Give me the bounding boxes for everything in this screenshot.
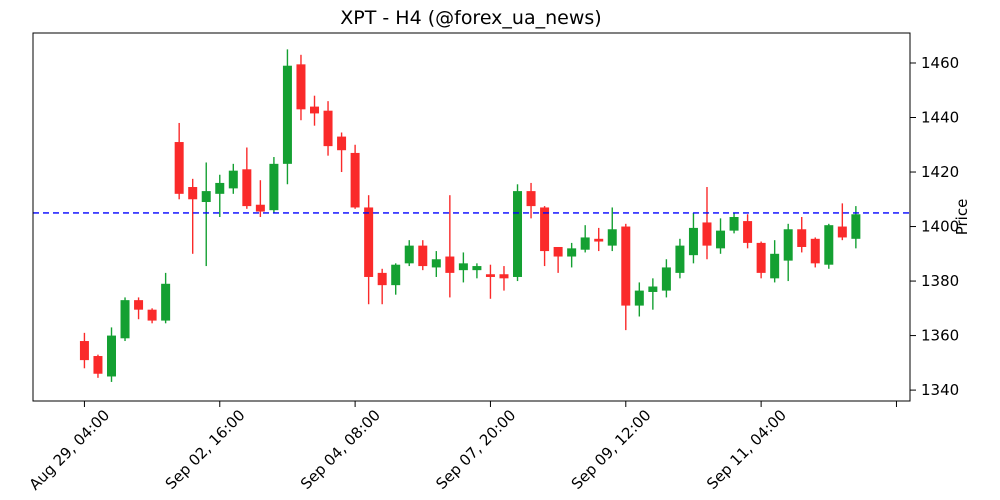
candle-body-down (418, 245, 428, 267)
candle-body-up (783, 229, 793, 261)
y-tick-label: 1340 (921, 381, 959, 399)
candle-body-up (201, 191, 211, 203)
candle-body-down (147, 309, 157, 321)
candles-group (79, 49, 861, 382)
plot-border (32, 32, 911, 402)
candle-body-up (688, 227, 698, 256)
candle-body-up (228, 170, 238, 189)
candle-body-down (188, 187, 198, 200)
y-tick-label: 1380 (921, 272, 959, 290)
candle-body-down (242, 169, 252, 207)
candle-body-up (513, 191, 523, 277)
candle-body-down (255, 204, 265, 212)
candle-body-down (485, 274, 495, 277)
candle-body-down (553, 246, 563, 257)
candle-body-up (607, 229, 617, 246)
y-tick-label: 1400 (921, 218, 959, 236)
candle-body-up (567, 248, 577, 257)
candle-body-up (120, 300, 130, 339)
candle-body-down (350, 152, 360, 208)
candle-body-down (445, 256, 455, 273)
candle-body-up (634, 290, 644, 306)
candle-body-up (716, 230, 726, 249)
candle-body-up (770, 253, 780, 279)
x-tick-label: Sep 11, 04:00 (703, 406, 790, 493)
candle-body-up (106, 335, 116, 377)
candle-body-down (337, 136, 347, 151)
y-tick-label: 1440 (921, 109, 959, 127)
candle-body-up (215, 182, 225, 194)
candle-body-down (174, 142, 184, 194)
candle-body-up (851, 214, 861, 239)
x-tick-label: Aug 29, 04:00 (26, 406, 114, 494)
candle-body-up (580, 237, 590, 250)
candle-body-down (499, 274, 509, 279)
candle-body-up (404, 245, 414, 264)
candle-body-up (648, 286, 658, 292)
candle-body-down (810, 238, 820, 264)
candle-body-down (323, 110, 333, 147)
candle-body-down (134, 300, 144, 310)
candle-body-down (756, 242, 766, 273)
candle-body-down (526, 191, 536, 207)
candle-body-up (431, 259, 441, 268)
candle-body-down (79, 341, 89, 361)
candle-body-up (675, 245, 685, 273)
candle-body-up (391, 264, 401, 286)
candle-body-up (729, 217, 739, 231)
candle-body-down (296, 64, 306, 110)
candle-body-down (743, 221, 753, 243)
candle-body-up (269, 163, 279, 211)
candle-body-up (472, 266, 482, 271)
y-tick-label: 1360 (921, 327, 959, 345)
candle-body-down (837, 226, 847, 238)
candle-body-down (797, 229, 807, 247)
candle-body-down (594, 238, 604, 242)
x-tick-label: Sep 02, 16:00 (162, 406, 249, 493)
candle-body-up (282, 65, 292, 164)
y-tick-label: 1420 (921, 163, 959, 181)
candle-body-down (377, 272, 387, 286)
candle-body-up (458, 263, 468, 271)
candle-body-up (161, 283, 171, 321)
y-tick-label: 1460 (921, 54, 959, 72)
candle-body-up (661, 267, 671, 291)
candle-body-down (93, 356, 103, 374)
candle-body-up (824, 225, 834, 265)
chart-title: XPT - H4 (@forex_ua_news) (340, 7, 601, 29)
candle-body-down (310, 106, 320, 114)
candle-body-down (702, 222, 712, 246)
x-tick-label: Sep 07, 20:00 (432, 406, 519, 493)
y-axis-label: Price (953, 199, 971, 236)
candle-body-down (621, 226, 631, 306)
x-tick-label: Sep 09, 12:00 (568, 406, 655, 493)
candle-body-down (540, 207, 550, 252)
axes-group: 1340 1360 1380 1400 1420 1440 1460 Aug 29, 04:0… (26, 32, 959, 494)
x-tick-label: Sep 04, 08:00 (297, 406, 384, 493)
candle-body-down (364, 207, 374, 277)
